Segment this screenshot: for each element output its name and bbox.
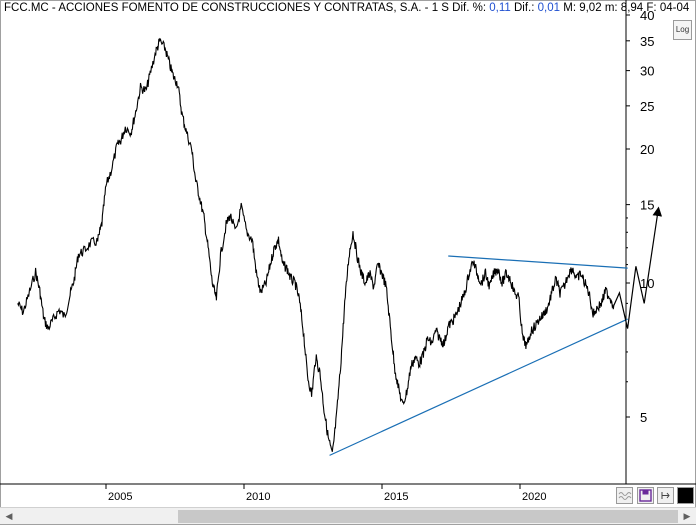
- log-scale-button[interactable]: Log: [673, 20, 692, 40]
- price-series: [17, 37, 615, 452]
- wave-icon: [618, 492, 632, 500]
- y-tick-label: 35: [640, 34, 654, 49]
- trendlines: [329, 255, 628, 456]
- projection: [613, 206, 663, 329]
- scroll-right-arrow-icon[interactable]: ▶: [683, 511, 691, 521]
- company-name: ACCIONES FOMENTO DE CONSTRUCCIONES Y CON…: [58, 2, 422, 14]
- scroll-left-arrow-icon[interactable]: ◀: [5, 511, 13, 521]
- projection-arrow: [613, 206, 663, 329]
- x-tick-label: 2020: [522, 491, 546, 503]
- zoom-fit-button[interactable]: [616, 487, 633, 504]
- grid: [0, 0, 696, 485]
- period: 1 S: [431, 2, 449, 14]
- symbol: FCC.MC: [4, 2, 49, 14]
- y-tick-label: 30: [640, 64, 654, 79]
- y-tick-label: 5: [640, 410, 647, 425]
- support-trendline: [329, 318, 628, 456]
- pin-icon: [661, 492, 670, 499]
- max-value: 9,02: [579, 2, 602, 14]
- header-separator: -: [51, 2, 59, 14]
- save-button[interactable]: [637, 487, 654, 504]
- pin-button[interactable]: [657, 487, 674, 504]
- y-tick-label: 20: [640, 142, 654, 157]
- y-tick-label: 10: [640, 276, 654, 291]
- scroll-thumb[interactable]: [178, 510, 678, 523]
- min-label: m:: [604, 2, 618, 14]
- dif-pct-value: 0,11: [489, 2, 511, 14]
- dif-pct-label: Dif. %:: [452, 2, 487, 14]
- dif-label: Dif.:: [513, 2, 535, 14]
- y-tick-label: 40: [640, 8, 654, 23]
- dif-value: 0,01: [537, 2, 561, 14]
- save-icon: [639, 489, 652, 502]
- date-value: 04-04: [659, 2, 690, 14]
- date-label: F:: [646, 2, 657, 14]
- x-axis: 2005 2010 2015 2020: [105, 484, 546, 503]
- horizontal-scrollbar[interactable]: ◀ ▶: [0, 507, 696, 524]
- resistance-trendline: [448, 255, 628, 269]
- header-separator: -: [424, 2, 432, 14]
- y-tick-label: 25: [640, 99, 654, 114]
- y-axis: 5 10 15 20 25 30 35 40: [626, 8, 654, 425]
- x-tick-label: 2010: [246, 491, 270, 503]
- color-button[interactable]: [677, 487, 694, 504]
- max-label: M:: [563, 2, 577, 14]
- y-tick-label: 15: [640, 198, 654, 213]
- x-tick-label: 2015: [384, 491, 408, 503]
- x-tick-label: 2005: [108, 491, 132, 503]
- price-line: [17, 37, 615, 452]
